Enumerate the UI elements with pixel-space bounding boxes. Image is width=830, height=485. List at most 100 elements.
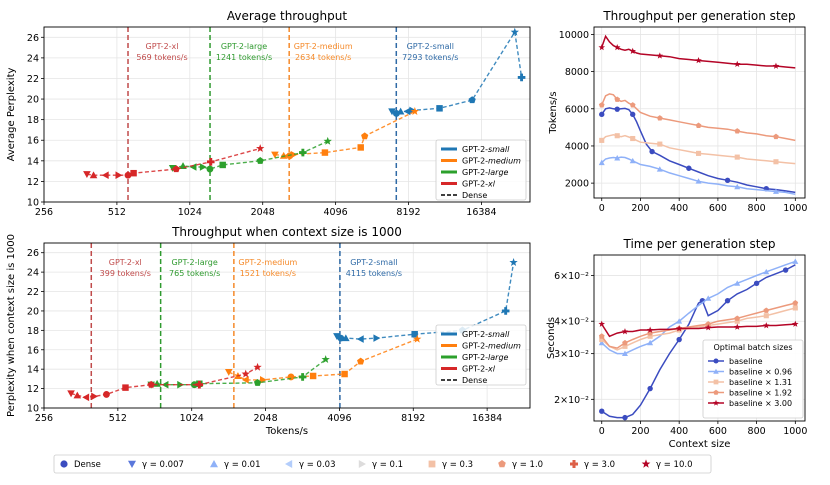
data-point-baseline-x-1-31 xyxy=(763,313,769,319)
data-point-baseline-x-0-96 xyxy=(621,350,628,357)
data-point-gpt-2-large xyxy=(298,373,307,381)
x-tick-label: 8192 xyxy=(401,413,425,424)
data-point-gpt-2-large xyxy=(161,380,169,389)
y-tick-label: 18 xyxy=(27,326,39,337)
data-point-baseline-x-1-31 xyxy=(614,133,620,139)
legend-label: baseline × 1.31 xyxy=(729,378,792,387)
data-point-gpt-2-large xyxy=(206,165,214,173)
data-point-baseline xyxy=(676,336,682,343)
legend-label: GPT-2-medium xyxy=(462,157,521,166)
marker-legend-label: Dense xyxy=(74,460,101,470)
dense-label-gpt-2-xl: 569 tokens/s xyxy=(136,53,187,62)
data-point-baseline-x-1-31 xyxy=(773,159,779,165)
data-point-gpt-2-xl xyxy=(91,392,98,401)
dense-label-gpt-2-small: 4115 tokens/s xyxy=(346,269,402,278)
data-point-gpt-2-medium xyxy=(357,144,364,151)
dense-label-gpt-2-xl: 399 tokens/s xyxy=(100,269,151,278)
data-point-gpt-2-medium xyxy=(357,357,365,365)
panel-average-throughput: 256 512 1024 2048 4096 8192 16384 10 12 14 16 18 20 2… xyxy=(6,9,531,218)
series-line-baseline-x-3-00 xyxy=(600,34,796,69)
marker-legend-label: γ = 1.0 xyxy=(512,460,543,470)
x-tick-label: 1024 xyxy=(180,413,204,424)
data-point-gpt-2-xl xyxy=(83,171,91,179)
marker-legend-symbol-dense xyxy=(60,460,68,468)
data-point-gpt-2-xl xyxy=(73,391,82,399)
legend-label: GPT-2-large xyxy=(462,353,509,362)
plot-area xyxy=(598,34,796,196)
series-line-baseline-x-1-92 xyxy=(601,93,796,142)
series-line-gpt-2-xl xyxy=(70,366,258,399)
data-point-baseline-x-3-00 xyxy=(675,325,683,332)
y-tick-label: 20 xyxy=(27,95,39,106)
x-tick-label: 400 xyxy=(670,426,688,437)
legend-label: GPT-2-small xyxy=(462,145,510,154)
series-line-gpt-2-medium xyxy=(274,110,416,157)
data-point-gpt-2-xl xyxy=(241,369,250,378)
data-point-gpt-2-large xyxy=(256,157,264,164)
dense-label-gpt-2-medium: GPT-2-medium xyxy=(238,258,297,267)
series-line-baseline xyxy=(601,264,796,419)
y-tick-label: 10 xyxy=(27,404,39,415)
data-point-baseline-x-1-31 xyxy=(630,135,636,142)
y-axis-label: Tokens/s xyxy=(548,91,559,134)
y-tick-label: 12 xyxy=(27,177,39,188)
dense-label-gpt-2-small: GPT-2-small xyxy=(407,42,454,51)
x-tick-label: 256 xyxy=(35,413,53,424)
y-tick-label: 22 xyxy=(27,74,39,85)
marker-legend-label: γ = 0.03 xyxy=(299,460,335,470)
legend-marker-baseline-x-1-31 xyxy=(713,379,719,385)
marker-legend-box xyxy=(53,454,712,474)
data-point-gpt-2-xl xyxy=(206,158,215,166)
y-tick-label: 6000 xyxy=(565,104,589,115)
data-point-baseline-x-0-96 xyxy=(598,339,605,346)
legend-box xyxy=(435,324,527,386)
panel-time-per-generation-step: 0 200 400 600 800 1000 2×10⁻² 3×10⁻² 4×10⁻² 6×10⁻… xyxy=(546,237,807,450)
data-point-gpt-2-xl xyxy=(124,171,132,179)
data-point-gpt-2-xl xyxy=(253,362,262,371)
data-point-gpt-2-small xyxy=(392,110,400,117)
data-point-baseline-x-1-92 xyxy=(598,333,605,339)
data-point-baseline-x-1-92 xyxy=(773,133,779,140)
series-line-baseline-x-1-92 xyxy=(601,302,796,349)
data-point-gpt-2-small xyxy=(436,105,443,112)
data-point-gpt-2-medium xyxy=(309,372,317,380)
x-axis-label: Context size xyxy=(669,439,731,450)
marker-legend-label: γ = 3.0 xyxy=(584,460,615,470)
x-tick-label: 4096 xyxy=(327,413,351,424)
x-tick-label: 800 xyxy=(748,203,766,214)
legend-label: Dense xyxy=(462,191,487,200)
data-point-baseline-x-0-96 xyxy=(705,295,712,301)
data-point-baseline-x-0-96 xyxy=(598,159,605,166)
legend-label: baseline × 3.00 xyxy=(729,399,792,408)
x-tick-label: 2048 xyxy=(251,207,275,218)
y-tick-label: 2×10⁻² xyxy=(554,395,589,406)
y-tick-label: 3×10⁻² xyxy=(554,349,589,360)
data-point-baseline-x-1-92 xyxy=(598,102,605,108)
marker-legend-label: γ = 0.1 xyxy=(372,460,403,470)
data-point-baseline-x-3-00 xyxy=(598,320,606,327)
y-axis-label: Average Perplexity xyxy=(6,68,17,162)
data-point-gpt-2-small xyxy=(411,331,418,338)
data-point-gpt-2-large xyxy=(299,148,307,157)
data-point-gpt-2-xl xyxy=(122,384,129,391)
data-point-gpt-2-xl xyxy=(130,169,137,177)
data-point-baseline-x-1-31 xyxy=(657,141,663,147)
data-point-gpt-2-xl xyxy=(67,390,75,398)
panel-throughput-when-context-size-is-1000: 256 512 1024 2048 4096 8192 16384 10 12 14 16 18 20 2… xyxy=(6,225,531,437)
data-point-baseline-x-3-00 xyxy=(695,57,702,64)
data-point-baseline-x-1-31 xyxy=(734,154,740,160)
data-point-baseline-x-1-92 xyxy=(622,339,628,346)
data-point-baseline-x-1-92 xyxy=(763,307,770,313)
x-tick-label: 16384 xyxy=(472,413,502,424)
data-point-baseline-x-3-00 xyxy=(772,62,780,69)
data-point-baseline-x-3-00 xyxy=(763,322,770,329)
dense-label-gpt-2-large: GPT-2-large xyxy=(171,258,217,267)
legend-title: Optimal batch sizes xyxy=(713,343,792,352)
data-point-gpt-2-large xyxy=(321,355,330,364)
marker-legend-label: γ = 10.0 xyxy=(656,460,692,470)
data-point-gpt-2-large xyxy=(199,163,207,171)
data-point-gpt-2-large xyxy=(219,161,226,169)
y-tick-label: 18 xyxy=(27,115,39,126)
series-line-baseline-x-0-96 xyxy=(601,260,796,355)
marker-legend-symbol-0-03 xyxy=(285,460,293,468)
